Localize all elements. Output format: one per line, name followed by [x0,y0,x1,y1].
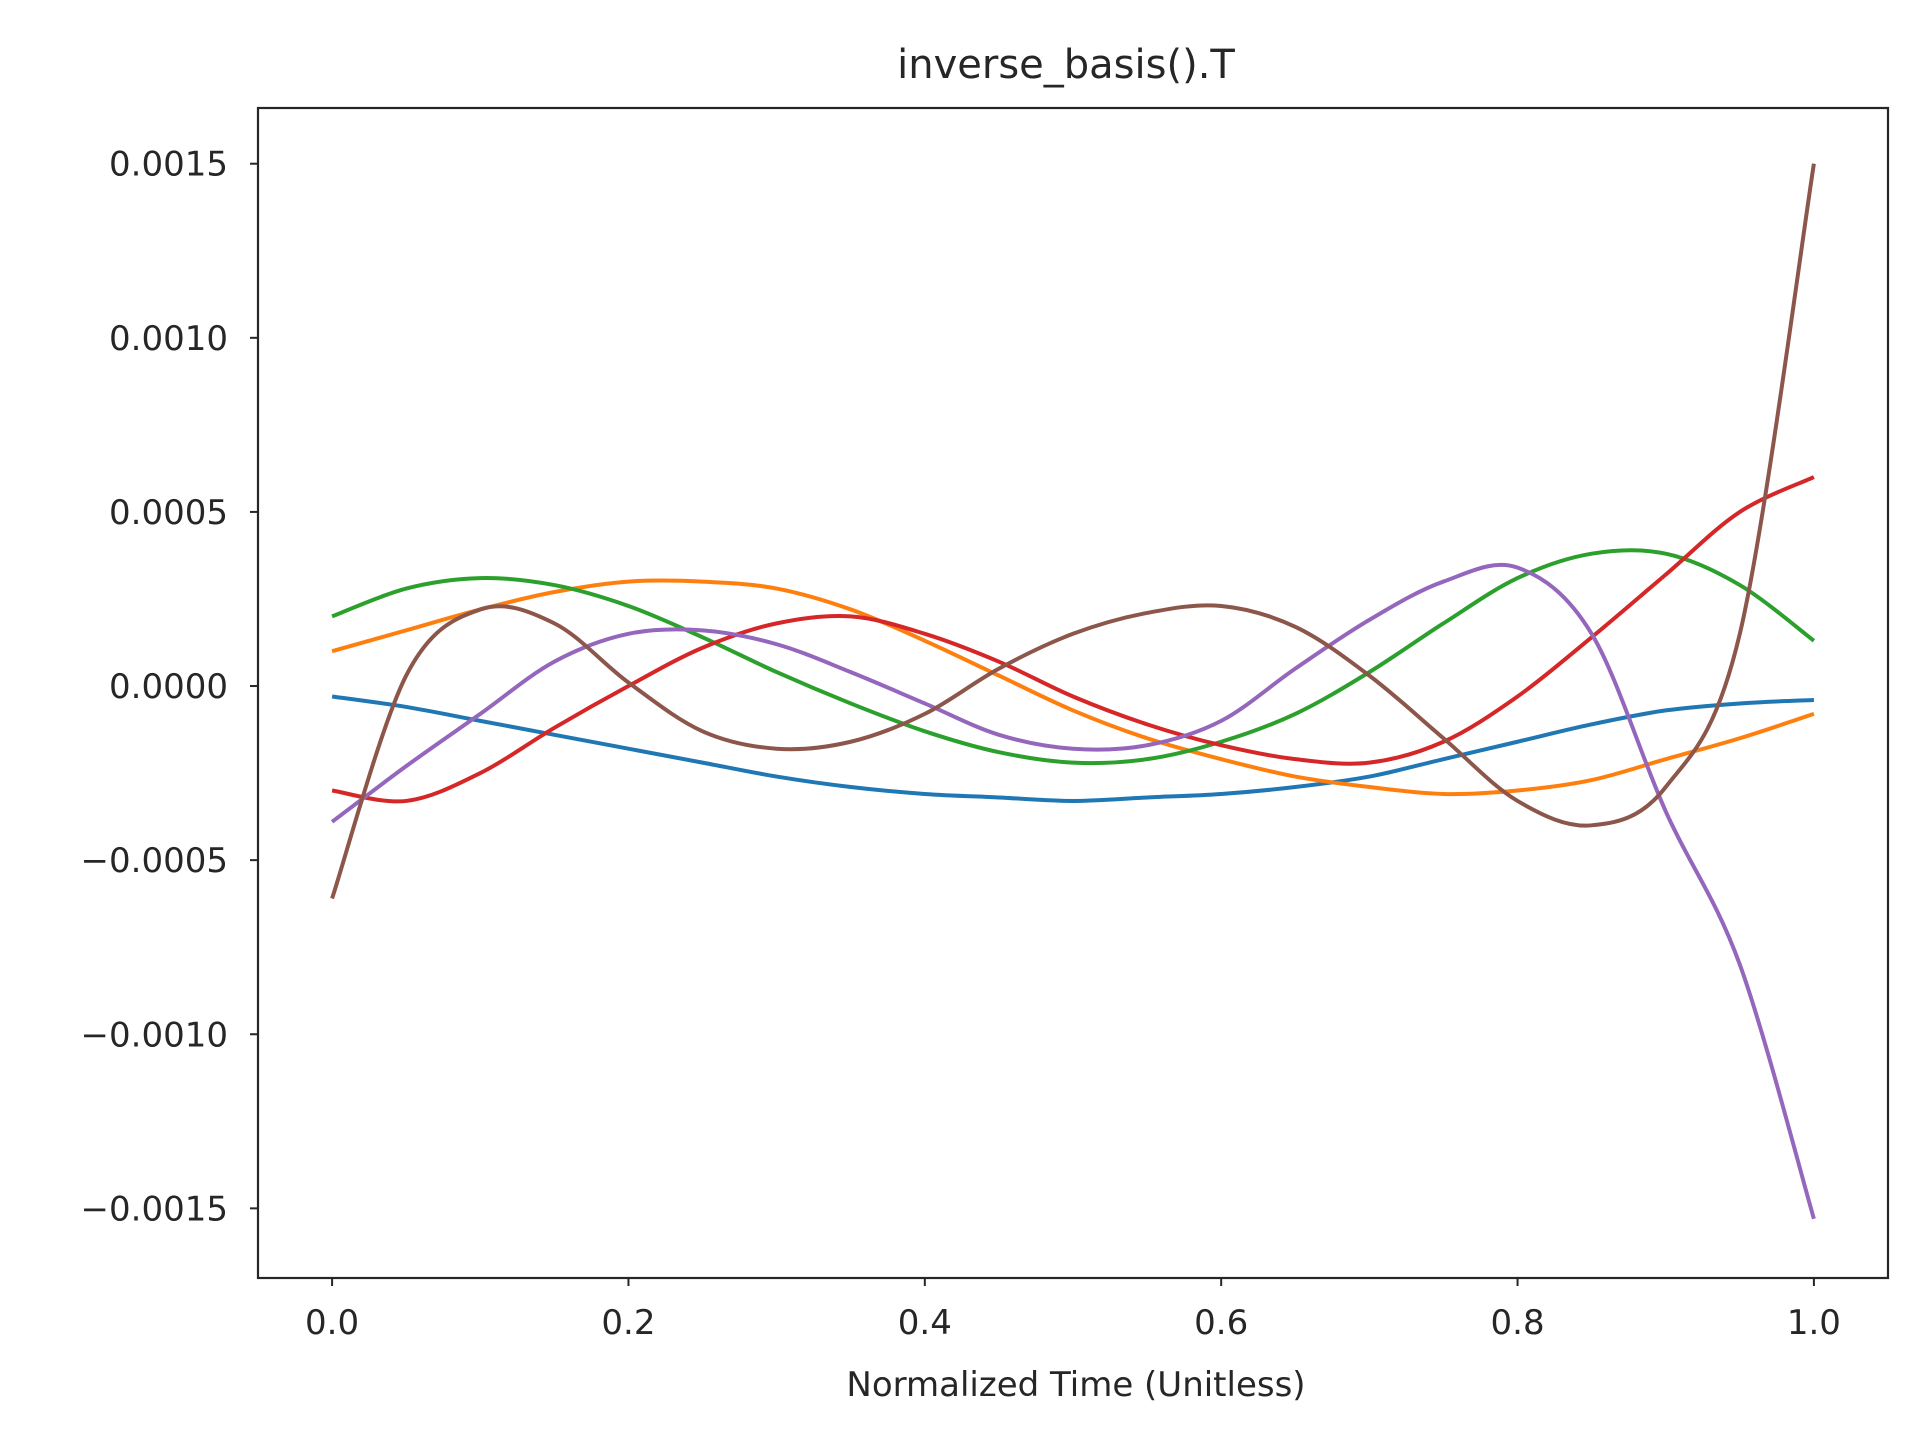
series-line-1 [331,694,1815,803]
y-tick-label: 0.0010 [109,319,228,359]
x-tick-label: 1.0 [1787,1303,1841,1343]
series-layer [330,163,1816,1220]
plot-frame [256,106,1890,1280]
x-tick-label: 0.0 [305,1303,359,1343]
series-line-2 [331,578,1815,797]
x-axis: 0.0 0.2 0.4 0.6 0.8 1.0 [305,1278,1841,1343]
series-line-4 [331,475,1815,804]
x-tick-label: 0.6 [1194,1303,1248,1343]
y-axis: 0.0015 0.0010 0.0005 0.0000 −0.0005 −0.0010 −0… [81,145,258,1229]
y-tick-label: 0.0005 [109,493,228,533]
y-tick-label: −0.0005 [81,841,228,881]
y-tick-label: 0.0000 [109,667,228,707]
series-line-3 [331,548,1816,766]
x-tick-label: 0.4 [898,1303,952,1343]
y-tick-label: −0.0010 [81,1015,228,1055]
y-tick-label: −0.0015 [81,1189,228,1229]
x-axis-label: Normalized Time (Unitless) [846,1365,1305,1405]
y-tick-label: 0.0015 [109,145,228,185]
x-tick-label: 0.8 [1491,1303,1545,1343]
series-line-6 [330,163,1816,900]
x-tick-label: 0.2 [601,1303,655,1343]
chart-title: inverse_basis().T [897,42,1235,88]
